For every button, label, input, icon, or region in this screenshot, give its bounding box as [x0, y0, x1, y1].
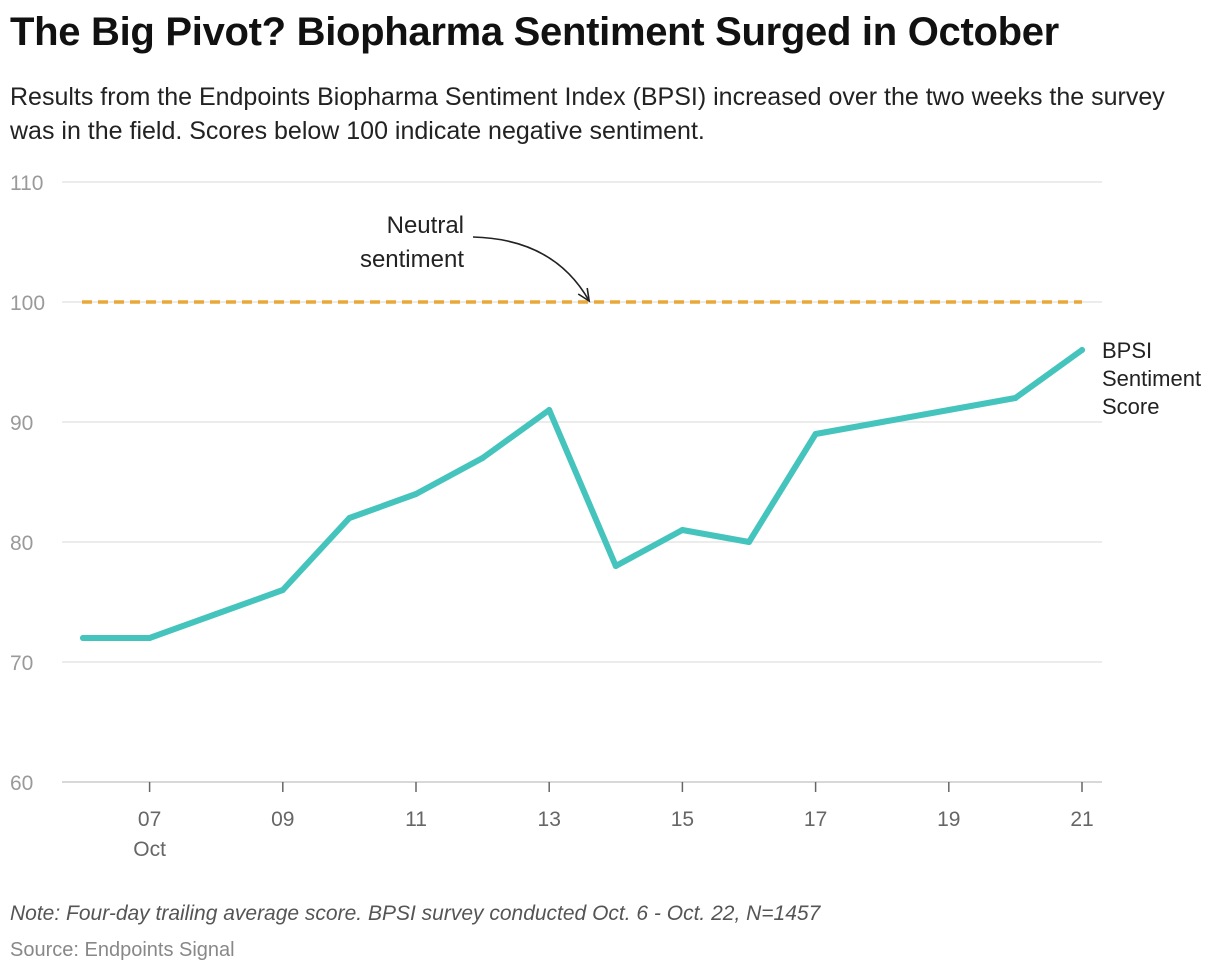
x-tick-label: 11: [405, 808, 427, 831]
data-point: [413, 491, 419, 497]
x-tick-label: 07: [138, 808, 161, 831]
annotation-text: Neutral: [387, 212, 464, 239]
data-point: [1012, 395, 1019, 401]
data-point: [213, 611, 220, 617]
y-tick-label: 100: [10, 292, 45, 315]
annotation-text: sentiment: [360, 246, 464, 273]
y-tick-label: 90: [10, 412, 33, 435]
x-tick-label: 15: [671, 808, 694, 831]
chart-subtitle: Results from the Endpoints Biopharma Sen…: [10, 83, 1165, 145]
y-tick-labels: 60 70 80 90 100 110: [10, 172, 45, 795]
series-label-group: BPSI Sentiment Score: [1102, 338, 1201, 419]
x-tick-label: 21: [1070, 808, 1093, 831]
chart-title: The Big Pivot? Biopharma Sentiment Surge…: [10, 10, 1059, 54]
series-line-bpsi: [80, 347, 1085, 641]
x-axis: 07 Oct 09 11 13 15 17 19 21: [133, 782, 1094, 861]
data-point: [945, 407, 952, 413]
x-tick-sublabel: Oct: [133, 838, 166, 861]
data-point: [879, 419, 886, 425]
series-label: Score: [1102, 394, 1159, 419]
data-point: [612, 563, 619, 569]
data-point: [679, 527, 686, 533]
data-point: [746, 539, 752, 545]
x-tick-label: 19: [937, 808, 960, 831]
chart-source: Source: Endpoints Signal: [10, 939, 235, 961]
y-tick-label: 70: [10, 652, 33, 675]
annotation-group: Neutral sentiment: [360, 212, 591, 303]
series-label: Sentiment: [1102, 366, 1201, 391]
data-point: [546, 407, 553, 413]
data-point: [146, 635, 153, 641]
chart-note: Note: Four-day trailing average score. B…: [10, 902, 821, 925]
data-point: [279, 587, 286, 593]
data-point: [479, 455, 486, 461]
annotation-arrowhead: [577, 287, 591, 303]
series-group: [80, 347, 1085, 641]
series-label: BPSI: [1102, 338, 1152, 363]
x-tick-label: 17: [804, 808, 827, 831]
annotation-arrow: [472, 236, 590, 302]
data-point: [80, 635, 86, 641]
x-tick-label: 09: [271, 808, 294, 831]
x-tick-label: 13: [538, 808, 561, 831]
data-point: [346, 515, 353, 521]
data-point: [1079, 347, 1085, 353]
data-point: [812, 431, 819, 437]
y-tick-label: 60: [10, 772, 33, 795]
y-tick-label: 110: [10, 172, 43, 195]
y-tick-label: 80: [10, 532, 33, 555]
